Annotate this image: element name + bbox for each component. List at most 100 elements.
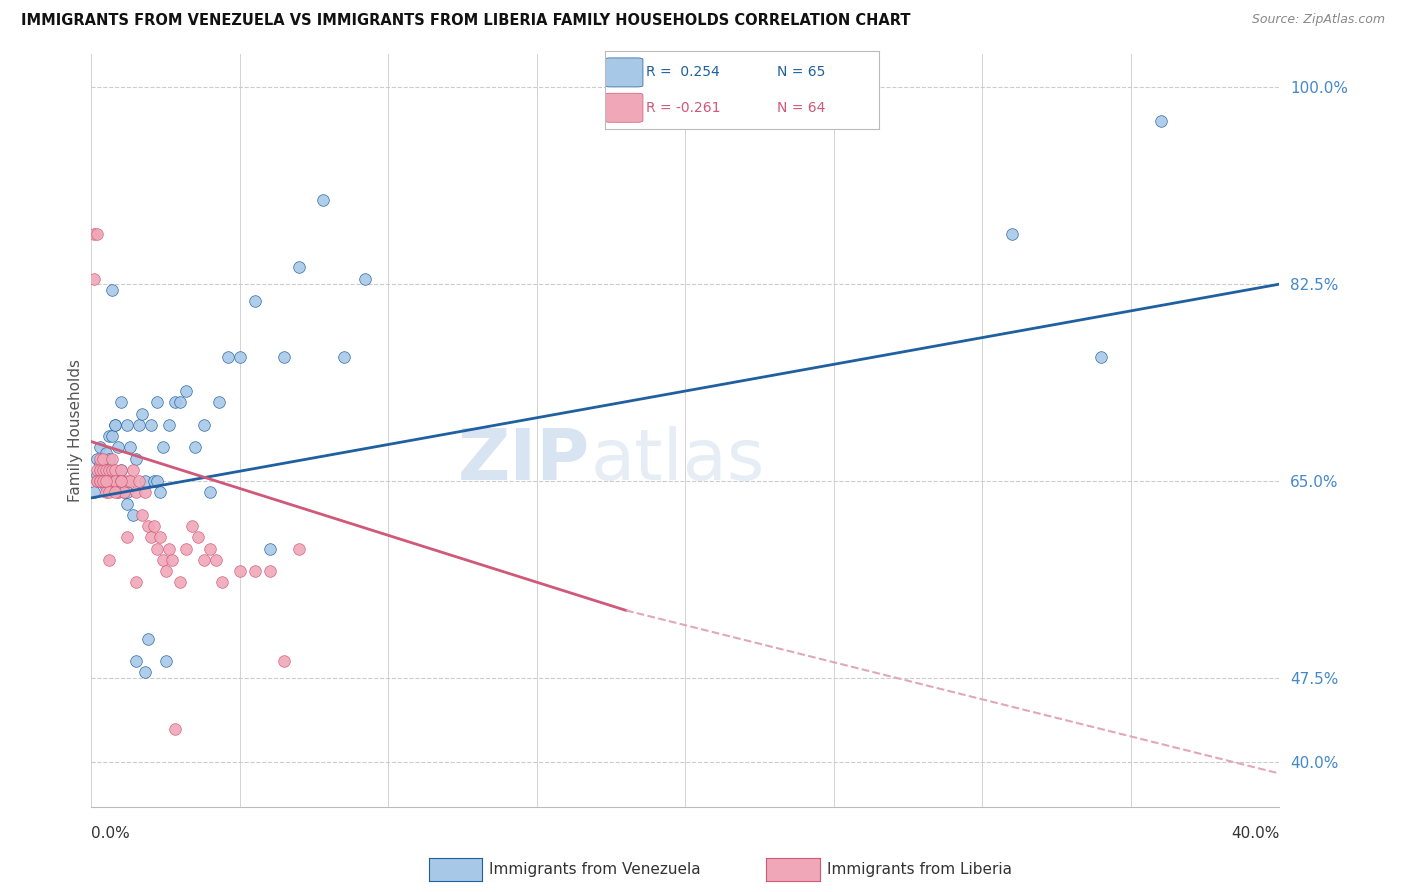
Point	[112, 485, 135, 500]
Point	[125, 654, 148, 668]
Point	[125, 485, 148, 500]
Point	[176, 541, 198, 556]
Y-axis label: Family Households: Family Households	[67, 359, 83, 502]
Point	[155, 564, 177, 578]
Point	[89, 451, 111, 466]
Point	[118, 440, 141, 454]
FancyBboxPatch shape	[605, 58, 643, 87]
Point	[98, 485, 121, 500]
Point	[115, 530, 138, 544]
Point	[98, 463, 121, 477]
Point	[107, 485, 129, 500]
Point	[101, 451, 124, 466]
Point	[163, 395, 186, 409]
Point	[98, 451, 121, 466]
Point	[86, 463, 108, 477]
Point	[89, 463, 111, 477]
Point	[98, 474, 121, 488]
Point	[152, 440, 174, 454]
Text: ZIP: ZIP	[458, 426, 591, 495]
Point	[125, 451, 148, 466]
Point	[131, 508, 153, 522]
Point	[110, 474, 132, 488]
Point	[200, 485, 222, 500]
Point	[1090, 351, 1112, 365]
Point	[98, 429, 121, 443]
Point	[98, 474, 121, 488]
Point	[96, 463, 118, 477]
Point	[86, 227, 108, 241]
Point	[96, 446, 118, 460]
Point	[89, 463, 111, 477]
Point	[145, 541, 167, 556]
Point	[136, 519, 159, 533]
Point	[89, 474, 111, 488]
Text: atlas: atlas	[591, 426, 765, 495]
Point	[91, 463, 114, 477]
Point	[211, 575, 233, 590]
Point	[89, 457, 111, 471]
Point	[1149, 114, 1171, 128]
Text: R = -0.261: R = -0.261	[645, 101, 720, 115]
Point	[134, 485, 156, 500]
Point	[89, 440, 111, 454]
Point	[193, 417, 215, 432]
Point	[149, 485, 172, 500]
Point	[152, 553, 174, 567]
Point	[122, 508, 145, 522]
Point	[288, 541, 311, 556]
Point	[169, 395, 191, 409]
Point	[145, 474, 167, 488]
Point	[157, 541, 180, 556]
Point	[107, 485, 129, 500]
Point	[96, 485, 118, 500]
Point	[131, 407, 153, 421]
Point	[184, 440, 207, 454]
Point	[139, 417, 162, 432]
Point	[86, 451, 108, 466]
Point	[273, 654, 295, 668]
Point	[112, 485, 135, 500]
Point	[91, 474, 114, 488]
Point	[104, 480, 127, 494]
Point	[333, 351, 356, 365]
Point	[96, 480, 118, 494]
Point	[142, 474, 165, 488]
Point	[104, 485, 127, 500]
Point	[125, 575, 148, 590]
Point	[353, 271, 375, 285]
Text: IMMIGRANTS FROM VENEZUELA VS IMMIGRANTS FROM LIBERIA FAMILY HOUSEHOLDS CORRELATI: IMMIGRANTS FROM VENEZUELA VS IMMIGRANTS …	[21, 13, 911, 29]
Point	[86, 474, 108, 488]
Point	[91, 451, 114, 466]
Point	[118, 474, 141, 488]
Point	[259, 564, 281, 578]
Point	[107, 440, 129, 454]
Point	[115, 485, 138, 500]
Point	[134, 665, 156, 680]
Text: Immigrants from Liberia: Immigrants from Liberia	[827, 863, 1012, 877]
Point	[91, 474, 114, 488]
Point	[101, 463, 124, 477]
Text: N = 65: N = 65	[778, 65, 825, 79]
Point	[149, 530, 172, 544]
Point	[83, 227, 105, 241]
Point	[101, 463, 124, 477]
Point	[145, 395, 167, 409]
Text: Immigrants from Venezuela: Immigrants from Venezuela	[489, 863, 702, 877]
Point	[110, 463, 132, 477]
Point	[200, 541, 222, 556]
Point	[205, 553, 228, 567]
Point	[243, 293, 266, 308]
Point	[229, 351, 252, 365]
Point	[187, 530, 209, 544]
Point	[91, 451, 114, 466]
Point	[1001, 227, 1024, 241]
Point	[101, 283, 124, 297]
Point	[96, 463, 118, 477]
Point	[229, 564, 252, 578]
Point	[122, 463, 145, 477]
Point	[163, 722, 186, 736]
Point	[110, 395, 132, 409]
Point	[115, 474, 138, 488]
Point	[273, 351, 295, 365]
